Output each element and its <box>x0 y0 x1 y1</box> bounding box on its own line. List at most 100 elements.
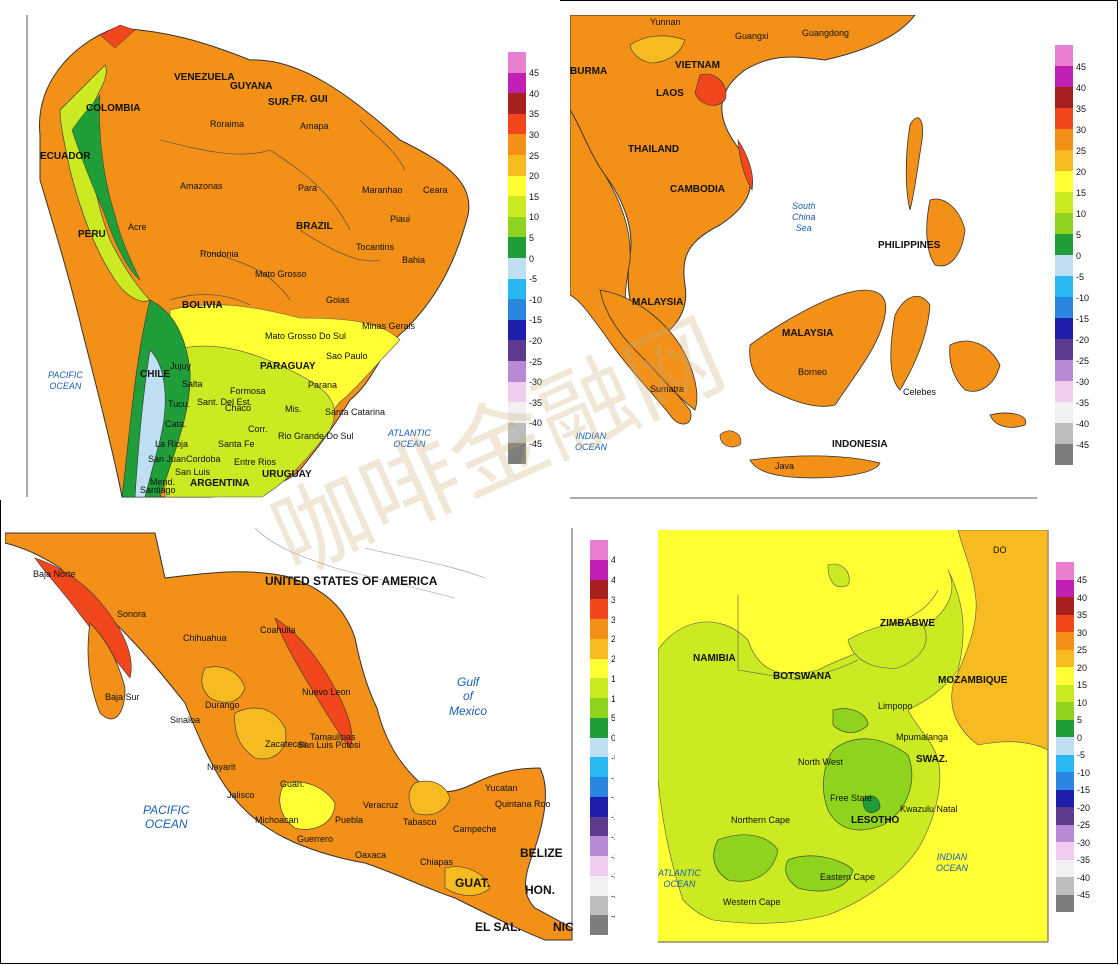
legend-swatch <box>1056 807 1074 825</box>
legend-tick: 0 <box>1077 732 1083 743</box>
legend-tick: 45 <box>1076 61 1087 72</box>
legend-tick: -30 <box>529 377 543 388</box>
legend-swatch <box>508 113 526 135</box>
legend-swatch <box>1056 667 1074 685</box>
legend-tick: 15 <box>529 191 540 202</box>
legend-swatch <box>1055 339 1073 360</box>
legend-swatch <box>1056 597 1074 615</box>
legend-swatch <box>1055 255 1073 276</box>
legend-tick: -45 <box>1076 439 1090 450</box>
legend-swatch <box>590 579 608 600</box>
legend-swatch <box>1056 614 1074 632</box>
legend-tick: -20 <box>529 335 543 346</box>
legend-swatch <box>1055 192 1073 213</box>
legend-tick: 25 <box>1076 145 1087 156</box>
legend-tick: 40 <box>611 575 615 585</box>
legend-swatch <box>1055 108 1073 129</box>
legend-swatch <box>508 422 526 444</box>
legend-tick: -5 <box>1076 271 1085 282</box>
legend-tick: -15 <box>1076 313 1090 324</box>
legend-tick: 5 <box>611 713 615 724</box>
temperature-legend: 45 40 35 30 25 20 15 10 5 0 -5 -10 -15 -… <box>590 540 615 935</box>
legend-tick: 0 <box>611 733 615 743</box>
legend-swatch <box>590 875 608 896</box>
southeast-asia-map <box>570 15 1038 499</box>
legend-tick: 5 <box>1077 715 1083 725</box>
legend-tick: -5 <box>611 752 615 763</box>
legend-swatch <box>590 599 608 619</box>
legend-tick: 25 <box>529 150 540 161</box>
legend-tick: 40 <box>1077 592 1088 603</box>
legend-tick: 40 <box>529 88 540 99</box>
legend-swatch <box>1055 66 1073 87</box>
legend-tick: 0 <box>1076 250 1082 261</box>
legend-tick: -10 <box>1077 767 1091 778</box>
legend-swatch <box>590 540 608 560</box>
legend-tick: -25 <box>611 831 615 842</box>
legend-tick: -45 <box>611 910 615 921</box>
legend-tick: 30 <box>529 129 540 140</box>
legend-swatch <box>590 559 608 580</box>
legend-tick: -5 <box>1077 750 1086 760</box>
legend-tick: 45 <box>611 555 615 566</box>
legend-swatch <box>508 340 526 361</box>
legend-tick: 45 <box>1077 575 1088 585</box>
legend-tick: -40 <box>1077 872 1091 883</box>
legend-swatch <box>590 658 608 679</box>
legend-tick: -10 <box>1076 292 1090 303</box>
legend-swatch <box>1055 87 1073 108</box>
legend-tick: -40 <box>1076 418 1090 429</box>
legend-swatch <box>1056 702 1074 720</box>
legend-tick: -30 <box>611 851 615 862</box>
legend-swatch <box>1056 649 1074 667</box>
legend-tick: 10 <box>1076 208 1087 219</box>
legend-swatch <box>1055 381 1073 402</box>
legend-tick: 25 <box>1077 645 1088 655</box>
legend-tick: -35 <box>1076 397 1090 408</box>
legend-swatch <box>1055 213 1073 234</box>
legend-tick: 35 <box>1076 103 1087 114</box>
legend-tick: -10 <box>611 772 615 783</box>
legend-tick: 10 <box>529 212 540 223</box>
legend-swatch <box>508 72 526 94</box>
legend-swatch <box>590 638 608 659</box>
legend-swatch <box>590 777 608 797</box>
legend-tick: -10 <box>529 294 543 305</box>
legend-swatch <box>1055 444 1073 465</box>
legend-swatch <box>508 381 526 403</box>
legend-swatch <box>508 196 526 217</box>
legend-swatch <box>508 134 526 155</box>
legend-swatch <box>1056 772 1074 790</box>
legend-tick: -25 <box>1076 355 1090 366</box>
map-panel-southeast-asia: Yunnan Guangxi Guangdong BURMA VIETNAM L… <box>570 15 1110 500</box>
legend-swatch <box>590 717 608 738</box>
southern-africa-map <box>658 530 1049 943</box>
legend-tick: 30 <box>1077 627 1088 638</box>
legend-tick: 15 <box>1077 680 1088 690</box>
legend-tick: 20 <box>1077 662 1088 673</box>
legend-tick: 10 <box>611 693 615 704</box>
legend-swatch <box>1056 824 1074 842</box>
legend-tick: -20 <box>1076 334 1090 345</box>
legend-tick: -35 <box>611 871 615 882</box>
legend-swatch <box>508 216 526 238</box>
legend-swatch <box>508 443 526 464</box>
legend-swatch <box>1055 45 1073 66</box>
legend-swatch <box>1056 754 1074 772</box>
legend-tick: -40 <box>529 418 543 429</box>
legend-swatch <box>1056 562 1074 580</box>
legend-tick: -20 <box>1077 802 1091 813</box>
legend-tick: -30 <box>1077 837 1091 848</box>
legend-swatch <box>590 698 608 718</box>
legend-swatch <box>1055 276 1073 297</box>
legend-swatch <box>1056 859 1074 877</box>
legend-tick: -15 <box>1077 785 1091 795</box>
legend-swatch <box>590 915 608 935</box>
map-panel-mexico: UNITED STATES OF AMERICA Baja Norte Sono… <box>5 528 615 943</box>
legend-swatch <box>508 299 526 320</box>
legend-tick: -15 <box>529 315 543 326</box>
legend-tick: 35 <box>1077 610 1088 620</box>
map-panel-southern-africa: NAMIBIA BOTSWANA ZIMBABWE MOZAMBIQUE Lim… <box>658 530 1113 950</box>
legend-swatch <box>1055 297 1073 318</box>
legend-swatch <box>1056 877 1074 895</box>
